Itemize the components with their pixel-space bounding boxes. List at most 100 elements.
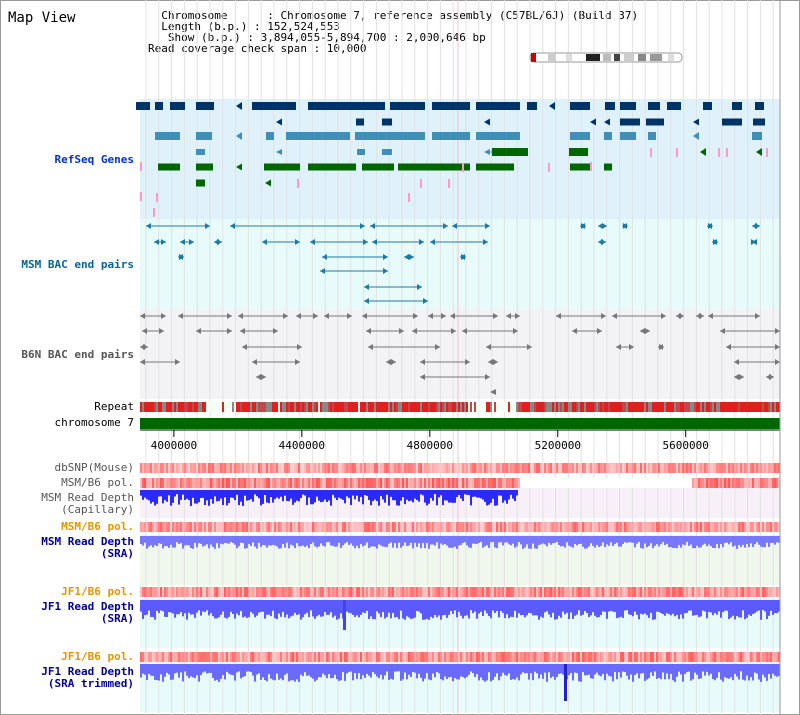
pol-segment: [532, 463, 534, 473]
gene-block: [382, 149, 392, 155]
depth-bar: [396, 490, 398, 506]
b6n-bac-track[interactable]: [140, 313, 780, 395]
pol-segment: [300, 587, 302, 597]
bac-end: [629, 344, 634, 350]
pol-segment: [412, 478, 414, 488]
pol-segment: [674, 587, 676, 597]
pol-segment: [432, 478, 434, 488]
pol-segment: [592, 463, 594, 473]
pol-segment: [410, 522, 412, 532]
pol-segment: [310, 587, 312, 597]
read-depth-tracks[interactable]: [140, 490, 780, 701]
depth-bar: [592, 600, 594, 613]
depth-bar: [350, 536, 352, 544]
repeat-element: [588, 402, 590, 412]
pol-segment: [568, 463, 570, 473]
repeat-element: [242, 402, 244, 412]
depth-bar: [604, 536, 606, 548]
depth-bar: [166, 490, 168, 502]
pol-segment: [176, 463, 178, 473]
repeat-element: [596, 402, 598, 412]
depth-bar: [672, 536, 674, 548]
pol-segment: [144, 522, 146, 532]
pol-segment: [386, 463, 388, 473]
pol-segment: [312, 587, 314, 597]
depth-bar: [252, 664, 254, 676]
repeat-element: [612, 402, 614, 412]
depth-bar: [346, 600, 348, 612]
depth-bar: [500, 600, 502, 612]
repeat-element: [746, 402, 748, 412]
depth-bar: [316, 600, 318, 617]
depth-bar: [544, 664, 546, 673]
depth-bar: [480, 536, 482, 542]
depth-bar: [596, 664, 598, 673]
refseq-gene-track[interactable]: [136, 102, 768, 217]
pol-segment: [398, 587, 400, 597]
pol-segment: [456, 478, 458, 488]
pol-segment: [666, 463, 668, 473]
pol-segment: [582, 522, 584, 532]
depth-bar: [656, 664, 658, 679]
depth-bar: [618, 664, 620, 673]
polymorphism-tracks[interactable]: [140, 463, 780, 662]
depth-bar: [572, 600, 574, 619]
pol-segment: [720, 522, 722, 532]
depth-bar: [606, 600, 608, 619]
pol-segment: [444, 522, 446, 532]
gene-block: [266, 132, 274, 140]
depth-bar: [584, 536, 586, 549]
depth-bar: [298, 536, 300, 547]
pol-segment: [760, 652, 762, 662]
pol-segment: [510, 652, 512, 662]
gene-arrow: [236, 163, 242, 171]
msm-bac-track[interactable]: [146, 223, 760, 304]
pol-segment: [402, 463, 404, 473]
pol-segment: [292, 522, 294, 532]
depth-bar: [390, 600, 392, 619]
pol-segment: [708, 463, 710, 473]
pol-segment: [408, 478, 410, 488]
repeat-element: [194, 402, 196, 412]
pol-segment: [770, 652, 772, 662]
repeat-track[interactable]: [140, 402, 780, 412]
depth-bar: [352, 490, 354, 496]
pol-segment: [426, 587, 428, 597]
depth-bar: [518, 664, 520, 681]
repeat-element: [666, 402, 668, 412]
depth-bar: [406, 490, 408, 500]
depth-bar: [768, 664, 770, 674]
repeat-element: [284, 402, 286, 412]
bac-end: [383, 268, 388, 274]
pol-segment: [576, 522, 578, 532]
depth-bar: [422, 664, 424, 682]
pol-segment: [538, 587, 540, 597]
pol-segment: [756, 478, 758, 488]
gene-block: [527, 102, 537, 110]
depth-bar: [594, 600, 596, 616]
pol-segment: [494, 587, 496, 597]
pol-segment: [348, 587, 350, 597]
chromosome-bar[interactable]: [140, 418, 780, 429]
pol-segment: [620, 652, 622, 662]
bac-end: [178, 313, 183, 319]
pol-segment: [140, 463, 142, 473]
depth-bar: [352, 600, 354, 615]
pol-segment: [652, 463, 654, 473]
depth-bar: [772, 600, 774, 615]
pol-segment: [550, 652, 552, 662]
pol-segment: [394, 522, 396, 532]
pol-segment: [374, 478, 376, 488]
pol-segment: [390, 463, 392, 473]
pol-segment: [462, 652, 464, 662]
depth-bar: [500, 664, 502, 677]
depth-bar: [602, 664, 604, 674]
depth-bar: [622, 600, 624, 618]
chromosome-ideogram[interactable]: [529, 52, 683, 63]
pol-segment: [612, 522, 614, 532]
repeat-element: [452, 402, 454, 412]
pol-segment: [332, 652, 334, 662]
depth-bar: [482, 536, 484, 548]
depth-bar: [266, 536, 268, 548]
